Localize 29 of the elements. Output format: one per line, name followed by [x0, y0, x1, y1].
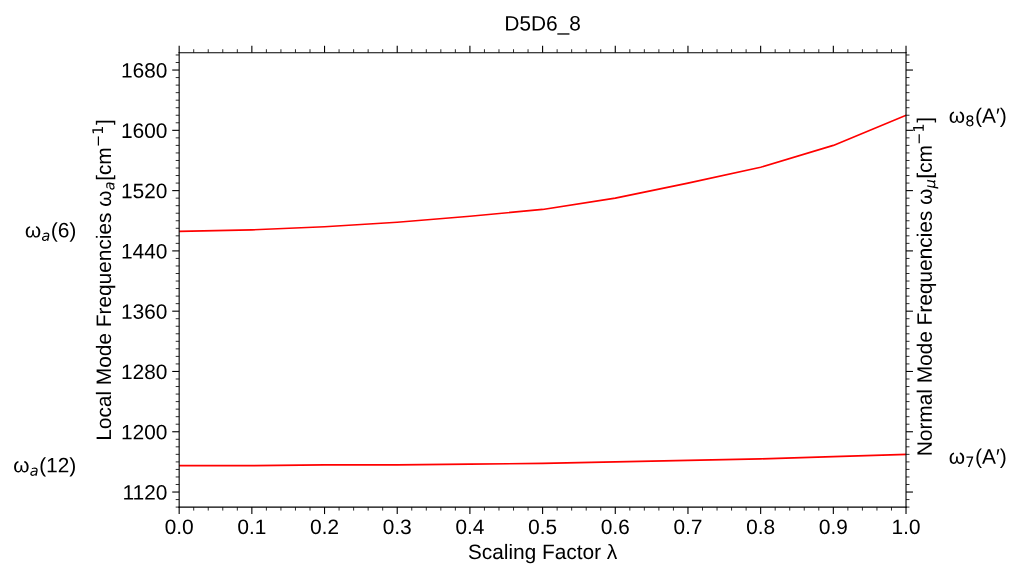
y-tick-label: 1600 — [122, 123, 167, 139]
x-tick-label: 0.5 — [528, 519, 557, 535]
text: ω$_{a}$(6) — [25, 222, 76, 242]
x-tick-label: 0.4 — [456, 519, 484, 535]
text: ω$_{8}$(A′) — [949, 107, 1006, 128]
x-tick-label: 0.3 — [383, 519, 411, 535]
line-series — [179, 453, 907, 467]
text: ω$_{7}$(A′) — [949, 448, 1006, 469]
x-tick-label: 0.9 — [819, 519, 847, 535]
y-axis-title: Local Mode Frequencies ω$_{a}$[cm$^{−1}$] — [92, 120, 116, 440]
y-tick-label: 1200 — [122, 424, 167, 440]
x-tick-label: 0.8 — [746, 519, 775, 535]
x-tick-label: 0.7 — [674, 519, 702, 535]
x-tick-label: 1.0 — [893, 519, 920, 535]
y-tick-label: 1680 — [122, 63, 167, 78]
y-tick-label: 1280 — [122, 364, 167, 380]
x-tick-label: 0.0 — [165, 519, 193, 535]
x-tick-label: 0.2 — [310, 519, 338, 535]
x-axis-title: Scaling Factor λ — [468, 543, 618, 564]
y-tick-label: 1360 — [122, 304, 167, 319]
chart-title: D5D6_8 — [506, 15, 580, 35]
x-tick-label: 0.1 — [238, 519, 266, 535]
x-tick-label: 0.6 — [601, 519, 629, 535]
y-tick-label: 1520 — [122, 183, 167, 199]
y-tick-label: 1120 — [124, 485, 167, 500]
y-tick-label: 1440 — [122, 243, 167, 259]
y2-axis-title: Normal Mode Frequencies ω$_{μ}$[cm$^{−1}$] — [913, 118, 939, 455]
line-series — [179, 114, 907, 233]
text: ω$_{a}$(12) — [14, 457, 75, 477]
